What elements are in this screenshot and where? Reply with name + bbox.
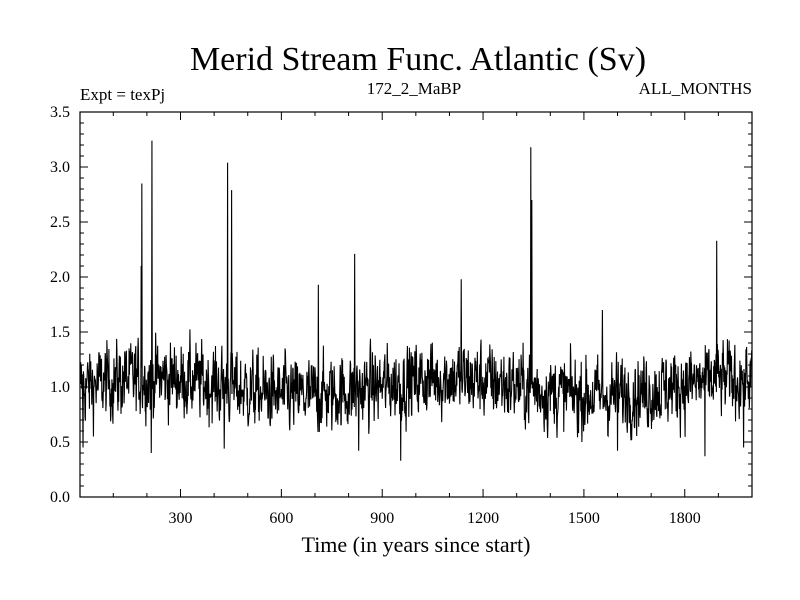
- plot-frame: [79, 111, 753, 498]
- axis-layer: 0.0 0.5 1.0 1.5 2.0 2.5 3.0 3.5 300 600 900 1200 150…: [50, 104, 752, 527]
- y-tick-label: 2.0: [50, 269, 70, 286]
- y-tick-label: 0.5: [50, 434, 70, 451]
- x-tick-label: 1500: [568, 510, 600, 527]
- period-label: 172_2_MaBP: [367, 79, 461, 98]
- x-axis-label: Time (in years since start): [302, 532, 531, 557]
- y-tick-label: 3.0: [50, 159, 70, 176]
- y-tick-label: 1.5: [50, 324, 70, 341]
- experiment-label: Expt = texPj: [80, 85, 165, 104]
- months-label: ALL_MONTHS: [639, 79, 752, 98]
- x-tick-label: 1200: [467, 510, 499, 527]
- x-tick-label: 900: [370, 510, 394, 527]
- x-tick-label: 1800: [669, 510, 701, 527]
- y-tick-label: 3.5: [50, 104, 70, 121]
- chart-title: Merid Stream Func. Atlantic (Sv): [190, 41, 646, 78]
- y-tick-label: 1.0: [50, 379, 70, 396]
- plot-layer: [79, 140, 753, 461]
- series-line-atlantic-streamfunction: [79, 140, 753, 461]
- y-tick-label: 2.5: [50, 214, 70, 231]
- x-tick-label: 600: [269, 510, 293, 527]
- x-tick-label: 300: [169, 510, 193, 527]
- y-tick-label: 0.0: [50, 489, 70, 506]
